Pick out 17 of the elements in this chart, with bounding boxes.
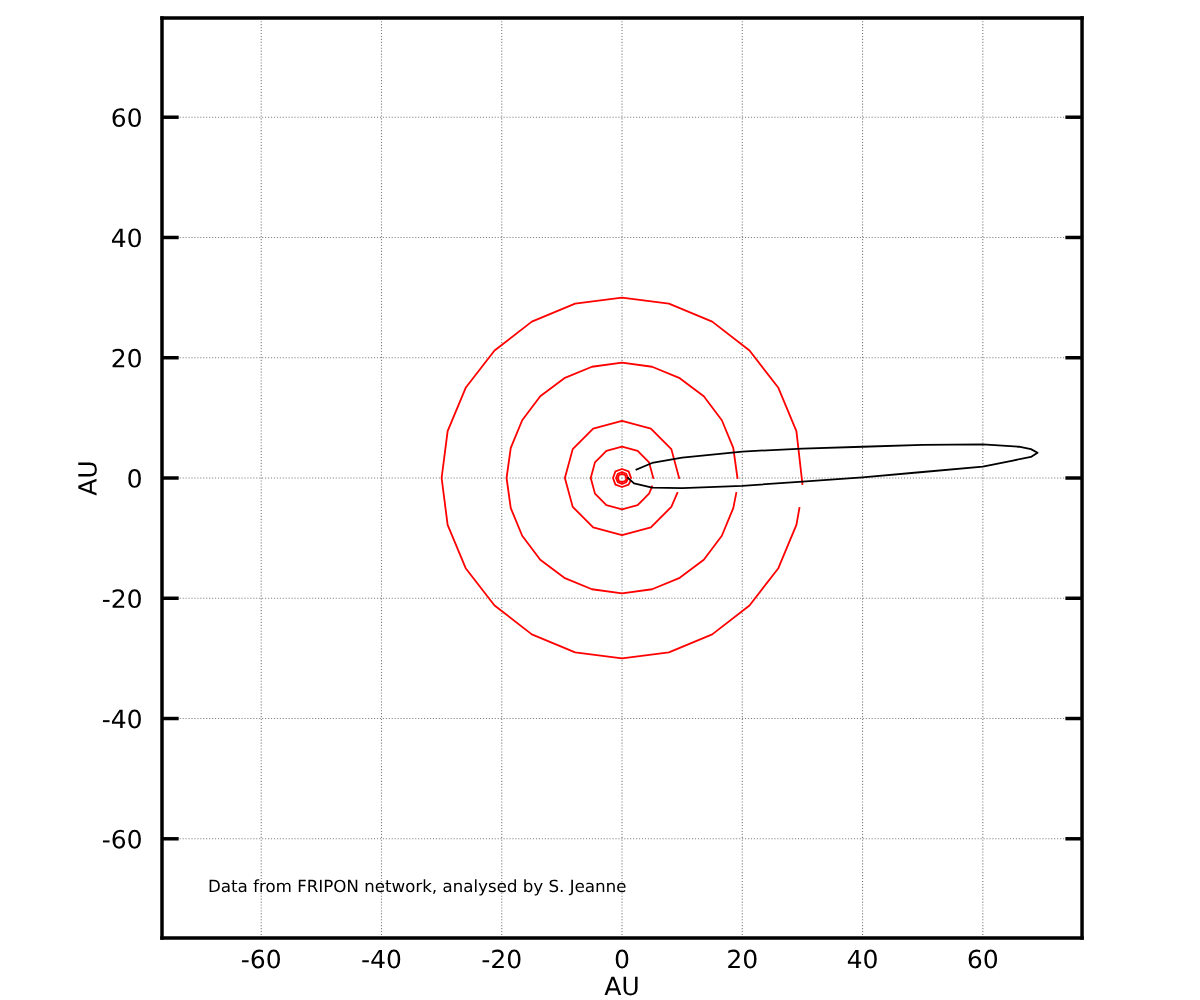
y-tick-label: 40 (111, 228, 141, 248)
x-tick-label: -60 (242, 949, 280, 969)
x-tick-label: 60 (968, 949, 998, 969)
x-axis-title: AU (604, 976, 638, 996)
y-tick-label: -60 (102, 829, 141, 849)
y-axis-title: AU (78, 462, 97, 496)
x-tick-label: -40 (362, 949, 401, 969)
x-tick-label: 0 (615, 949, 629, 969)
y-tick-label: 0 (128, 468, 141, 488)
x-tick-label: -20 (482, 949, 521, 969)
y-tick-label: -20 (102, 589, 141, 609)
x-tick-label: 40 (847, 949, 877, 969)
x-tick-label: 20 (728, 949, 757, 969)
y-tick-label: 20 (112, 348, 141, 368)
y-tick-label: 60 (112, 108, 141, 128)
y-tick-label: -40 (102, 709, 141, 729)
annotation: Data from FRIPON network, analysed by S. Jeanne (209, 879, 626, 896)
